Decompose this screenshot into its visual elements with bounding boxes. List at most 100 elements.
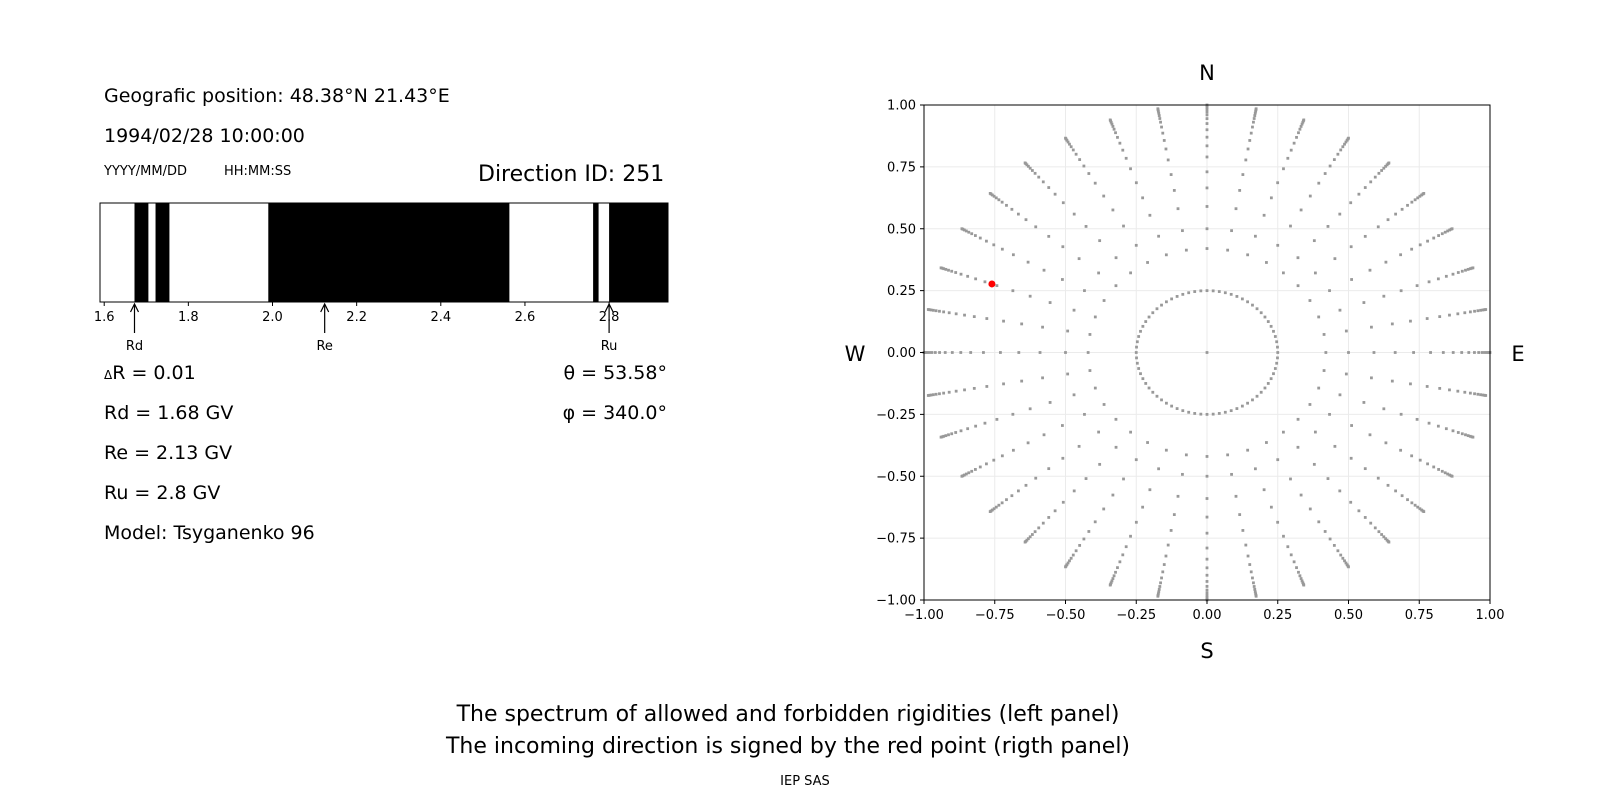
direction-grid-point (1386, 162, 1390, 166)
direction-grid-point (966, 274, 970, 278)
direction-grid-point (1299, 493, 1303, 497)
direction-grid-point (1230, 472, 1233, 476)
direction-grid-point (1317, 520, 1321, 524)
direction-grid-point (1102, 403, 1106, 406)
direction-grid-point (985, 239, 988, 243)
direction-grid-point (1262, 213, 1266, 217)
direction-grid-point (1144, 382, 1148, 385)
direction-grid-point (1448, 388, 1451, 392)
direction-grid-point (1289, 224, 1292, 228)
direction-grid-point (1289, 148, 1293, 152)
direction-grid-point (1176, 207, 1180, 211)
direction-grid-point (1108, 583, 1112, 587)
direction-grid-point (1357, 509, 1361, 513)
direction-grid-point (1289, 477, 1292, 481)
direction-grid-point (1129, 430, 1132, 434)
direction-grid-point (1369, 521, 1373, 525)
direction-grid-point (1253, 590, 1257, 594)
direction-grid-point (1400, 207, 1404, 211)
direction-grid-point (1141, 377, 1145, 381)
direction-grid-point (1005, 203, 1008, 207)
direction-grid-point (1135, 361, 1139, 365)
direction-grid-point (1061, 201, 1065, 205)
direction-grid-point (927, 351, 931, 354)
direction-grid-point (1301, 120, 1305, 124)
direction-grid-point (1349, 456, 1353, 460)
direction-grid-point (1162, 563, 1166, 566)
direction-grid-point (1441, 351, 1445, 354)
direction-grid-point (1410, 454, 1414, 458)
direction-grid-point (1205, 474, 1209, 478)
direction-grid-point (1406, 203, 1409, 207)
geo-position: Geografic position: 48.38°N 21.43°E (104, 85, 450, 107)
direction-grid-point (1377, 530, 1381, 534)
direction-grid-point (1205, 113, 1209, 117)
direction-grid-point (922, 351, 926, 354)
direction-grid-point (1151, 390, 1155, 394)
direction-grid-point (1068, 142, 1071, 146)
direction-grid-point (1350, 278, 1354, 281)
direction-grid-point (1460, 351, 1464, 354)
spectrum-tick-label: 2.8 (599, 310, 620, 325)
direction-grid-point (1002, 382, 1005, 386)
direction-grid-point (1249, 570, 1253, 574)
direction-grid-point (1226, 248, 1230, 252)
direction-grid-point (1205, 289, 1209, 293)
y-tick-label: −0.25 (876, 408, 916, 423)
direction-grid-point (1102, 299, 1106, 302)
direction-grid-point (1135, 356, 1138, 360)
y-tick-label: 0.25 (887, 284, 916, 299)
direction-grid-point (1129, 271, 1132, 275)
direction-grid-point (1443, 471, 1447, 475)
direction-grid-point (954, 312, 958, 316)
direction-grid-point (1338, 489, 1342, 493)
spectrum-tick-label: 2.4 (430, 310, 451, 325)
direction-grid-point (1322, 369, 1326, 372)
direction-grid-point (1160, 398, 1163, 402)
direction-grid-point (1317, 386, 1321, 390)
direction-grid-point (1087, 172, 1091, 175)
direction-grid-point (1370, 325, 1373, 329)
direction-grid-point (1114, 445, 1118, 449)
direction-grid-point (1026, 441, 1030, 445)
direction-grid-point (1479, 308, 1483, 312)
direction-grid-point (1440, 469, 1444, 473)
direction-grid-point (1345, 563, 1349, 567)
direction-grid-point (1066, 561, 1070, 565)
direction-grid-point (1483, 308, 1486, 312)
direction-grid-point (1246, 554, 1250, 558)
direction-grid-point (1229, 409, 1233, 413)
direction-grid-point (1020, 379, 1024, 383)
direction-grid-point (1276, 243, 1280, 247)
direction-grid-point (1240, 297, 1244, 301)
direction-grid-point (1317, 315, 1321, 319)
direction-grid-point (1269, 505, 1273, 509)
direction-grid-point (1161, 570, 1165, 574)
direction-grid-point (1157, 467, 1161, 471)
direction-grid-point (1147, 386, 1151, 390)
direction-grid-point (1349, 201, 1353, 205)
direction-grid-point (970, 469, 974, 473)
direction-grid-point (1072, 393, 1076, 397)
direction-grid-point (1456, 389, 1460, 393)
direction-grid-point (1328, 412, 1331, 416)
direction-grid-point (1205, 546, 1209, 550)
x-tick-label: 1.00 (1476, 608, 1505, 623)
direction-grid-point (1343, 142, 1346, 146)
direction-grid-point (1346, 137, 1350, 141)
direction-grid-point (1470, 435, 1474, 439)
direction-grid-point (1088, 369, 1092, 372)
direction-grid-point (1421, 509, 1425, 513)
direction-grid-point (1156, 107, 1160, 111)
scatter-frame (923, 104, 1491, 601)
direction-grid-point (1244, 158, 1248, 162)
direction-grid-point (929, 393, 933, 397)
delta-r-readout: ΔR = 0.01 (104, 362, 196, 384)
direction-grid-point (999, 351, 1002, 354)
direction-grid-point (1134, 243, 1138, 247)
direction-grid-point (1098, 462, 1102, 466)
direction-grid-point (1382, 166, 1386, 170)
direction-grid-point (1041, 180, 1045, 184)
direction-grid-point (1292, 560, 1296, 564)
direction-grid-point (1349, 500, 1353, 504)
